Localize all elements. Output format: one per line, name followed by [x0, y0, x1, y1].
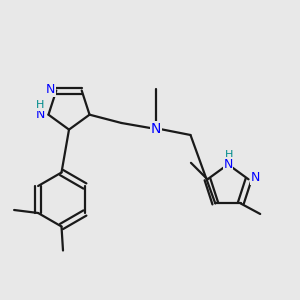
Text: N: N [151, 122, 161, 136]
Text: N: N [250, 171, 260, 184]
Text: N: N [46, 83, 56, 96]
Text: H: H [36, 100, 44, 110]
Text: N: N [223, 158, 233, 171]
Text: H: H [225, 150, 234, 161]
Text: N: N [35, 108, 45, 121]
